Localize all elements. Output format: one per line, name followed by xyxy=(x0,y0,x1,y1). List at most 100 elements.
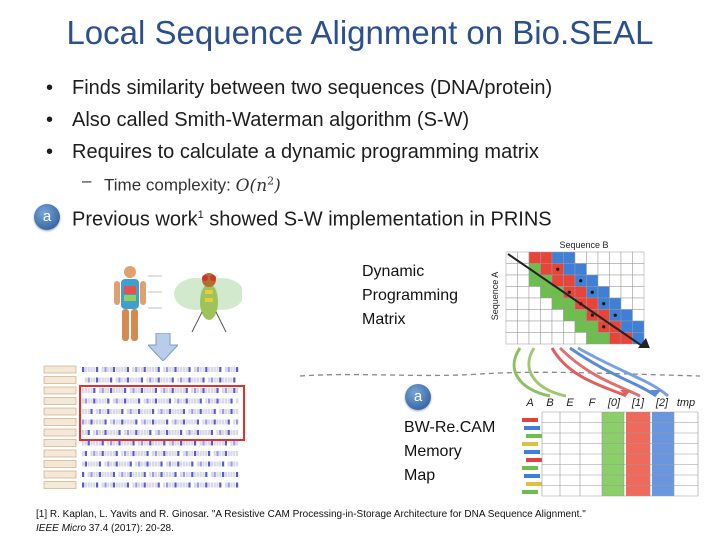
bullet-dot-icon: • xyxy=(46,109,54,131)
fly-icon xyxy=(174,273,242,333)
residue-mark xyxy=(96,377,99,383)
residue-mark xyxy=(191,440,194,446)
residue-mark xyxy=(157,430,160,435)
residue-mark xyxy=(96,482,99,488)
residue-mark xyxy=(132,367,135,372)
residue-mark xyxy=(163,377,166,383)
residue-mark xyxy=(143,409,146,414)
residue-mark xyxy=(236,398,239,404)
residue-mark xyxy=(93,388,96,393)
dp-dot xyxy=(556,267,560,271)
residue-mark xyxy=(191,398,194,404)
bullet-text: Finds similarity between two sequences (… xyxy=(72,77,553,99)
residue-mark xyxy=(160,388,163,393)
residue-mark xyxy=(129,398,132,404)
bullet-item: • Also called Smith-Waterman algorithm (… xyxy=(40,104,700,136)
residue-mark xyxy=(185,388,188,393)
residue-mark xyxy=(233,472,236,477)
bullet-item: • Finds similarity between two sequences… xyxy=(40,72,700,104)
residue-mark xyxy=(101,388,104,393)
residue-mark xyxy=(129,451,132,456)
residue-mark xyxy=(87,430,90,435)
residue-mark xyxy=(121,367,124,372)
footnote-line-1: [1] R. Kaplan, L. Yavits and R. Ginosar.… xyxy=(36,509,586,520)
residue-mark xyxy=(177,461,180,467)
residue-mark xyxy=(132,430,135,435)
residue-mark xyxy=(222,440,225,446)
residue-mark xyxy=(87,388,90,393)
residue-mark xyxy=(84,451,87,456)
residue-mark xyxy=(216,440,219,446)
residue-mark xyxy=(199,461,202,467)
residue-mark xyxy=(191,388,194,393)
residue-mark xyxy=(199,377,202,383)
residue-mark xyxy=(199,430,202,435)
residue-mark xyxy=(222,472,225,477)
residue-mark xyxy=(174,451,177,456)
residue-mark xyxy=(138,377,141,383)
residue-mark xyxy=(118,409,121,414)
residue-mark xyxy=(124,440,127,446)
residue-mark xyxy=(224,482,227,488)
residue-mark xyxy=(84,440,87,446)
residue-mark xyxy=(185,398,188,404)
dp-cell xyxy=(609,263,622,276)
dp-cell xyxy=(620,286,633,299)
residue-mark xyxy=(84,388,87,393)
memory-column-header: [2] xyxy=(655,397,669,409)
residue-mark xyxy=(107,419,110,425)
residue-mark xyxy=(146,461,149,467)
residue-mark xyxy=(126,472,129,477)
residue-mark xyxy=(174,461,177,467)
residue-mark xyxy=(194,367,197,372)
dp-cell xyxy=(517,286,530,299)
residue-mark xyxy=(222,430,225,435)
dp-dot xyxy=(613,313,617,317)
residue-mark xyxy=(188,461,191,467)
residue-mark xyxy=(154,409,157,414)
residue-mark xyxy=(174,377,177,383)
badge-a: a xyxy=(405,384,431,410)
residue-mark xyxy=(191,367,194,372)
residue-mark xyxy=(185,451,188,456)
residue-mark xyxy=(210,419,213,425)
residue-mark xyxy=(149,419,152,425)
residue-mark xyxy=(216,409,219,414)
residue-mark xyxy=(196,377,199,383)
dp-cell xyxy=(540,320,553,333)
dp-cell xyxy=(609,274,622,287)
residue-mark xyxy=(157,377,160,383)
residue-mark xyxy=(152,419,155,425)
residue-mark xyxy=(82,388,85,393)
residue-mark xyxy=(196,367,199,372)
residue-mark xyxy=(224,440,227,446)
residue-mark xyxy=(219,472,222,477)
residue-mark xyxy=(124,388,127,393)
residue-mark xyxy=(236,482,239,488)
residue-mark xyxy=(135,440,138,446)
dp-dot xyxy=(567,290,571,294)
residue-mark xyxy=(180,367,183,372)
residue-mark xyxy=(93,419,96,425)
residue-mark xyxy=(124,451,127,456)
residue-mark xyxy=(98,472,101,477)
memory-bit-strip xyxy=(524,474,540,478)
residue-mark xyxy=(93,409,96,414)
residue-mark xyxy=(194,377,197,383)
mapping-arrows xyxy=(512,346,669,398)
residue-mark xyxy=(84,398,87,404)
residue-mark xyxy=(98,367,101,372)
residue-mark xyxy=(194,409,197,414)
residue-mark xyxy=(121,388,124,393)
residue-mark xyxy=(98,419,101,425)
residue-mark xyxy=(115,398,118,404)
residue-mark xyxy=(118,398,121,404)
residue-mark xyxy=(135,430,138,435)
residue-mark xyxy=(166,377,169,383)
residue-mark xyxy=(233,377,236,383)
dp-cell xyxy=(528,309,541,322)
residue-mark xyxy=(205,451,208,456)
residue-mark xyxy=(222,367,225,372)
residue-mark xyxy=(82,472,85,477)
residue-mark xyxy=(124,409,127,414)
